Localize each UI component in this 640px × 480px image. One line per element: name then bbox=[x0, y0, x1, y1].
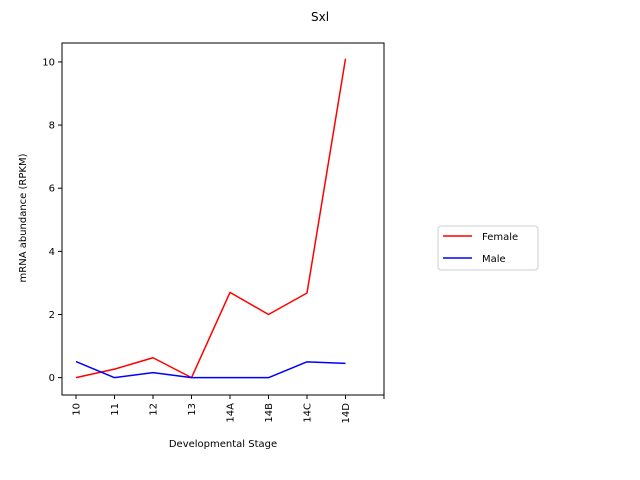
x-tick-label: 14D bbox=[341, 403, 352, 424]
x-tick-label: 14B bbox=[264, 403, 275, 423]
y-tick-label: 6 bbox=[49, 184, 55, 195]
legend-label-male: Male bbox=[482, 254, 506, 265]
x-tick-label: 11 bbox=[110, 403, 121, 416]
series-line-male bbox=[75, 360, 346, 379]
plot-area bbox=[61, 42, 385, 396]
y-tick-label: 8 bbox=[49, 121, 55, 132]
x-tick-label: 12 bbox=[149, 403, 160, 416]
legend-label-female: Female bbox=[482, 232, 518, 243]
x-axis-label: Developmental Stage bbox=[169, 439, 277, 450]
y-axis: 0 2 4 6 8 10 bbox=[42, 57, 62, 384]
x-axis: 10 11 12 13 14A 14B 14C 14D bbox=[72, 395, 385, 423]
y-tick-label: 0 bbox=[49, 373, 55, 384]
x-tick-label: 14A bbox=[226, 403, 237, 423]
y-axis-label: mRNA abundance (RPKM) bbox=[18, 153, 29, 282]
x-tick-label: 14C bbox=[303, 403, 314, 423]
y-tick-label: 10 bbox=[42, 57, 55, 68]
y-tick-label: 4 bbox=[49, 247, 55, 258]
x-tick-label: 10 bbox=[72, 403, 83, 416]
series-layer bbox=[75, 58, 347, 379]
y-tick-label: 2 bbox=[49, 310, 55, 321]
series-line-female bbox=[75, 58, 347, 379]
chart-title: Sxl bbox=[311, 10, 329, 24]
legend-box bbox=[437, 225, 539, 271]
plot-frame bbox=[61, 42, 385, 396]
legend: Female Male bbox=[437, 225, 539, 271]
x-tick-label: 13 bbox=[187, 403, 198, 416]
